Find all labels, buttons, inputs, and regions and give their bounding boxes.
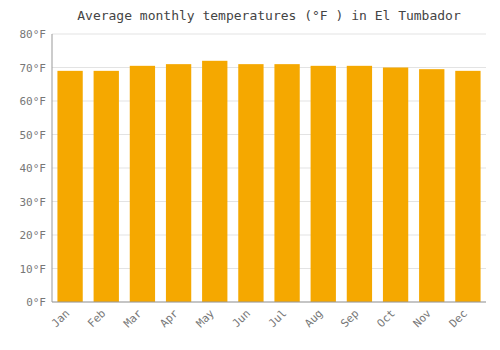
x-axis: Jan Feb Mar Apr May Jun Jul Aug Sep Oct Nov Dec	[49, 307, 470, 331]
x-tick-label: Apr	[157, 307, 181, 331]
bar	[238, 64, 263, 302]
bar	[311, 66, 336, 302]
title: Average monthly temperatures (°F ) in El…	[77, 8, 461, 23]
bar	[419, 69, 444, 302]
grid-line	[52, 34, 486, 35]
grid-line	[52, 302, 486, 303]
x-tick-label: Dec	[447, 307, 470, 330]
chart-container: Average monthly temperatures (°F ) in El…	[0, 0, 500, 350]
grid	[52, 34, 486, 302]
y-tick-label: 20°F	[20, 229, 47, 242]
x-tick-label: Aug	[302, 307, 325, 330]
x-tick-label: Jun	[230, 307, 253, 330]
x-tick-label: Oct	[374, 307, 397, 330]
bar	[130, 66, 155, 302]
x-tick-label: Sep	[338, 307, 361, 330]
y-tick-label: 30°F	[20, 196, 47, 209]
bars	[57, 61, 480, 302]
bar	[57, 71, 82, 302]
bar	[274, 64, 299, 302]
bar	[347, 66, 372, 302]
x-tick-label: Mar	[121, 307, 145, 331]
y-tick-label: 10°F	[20, 263, 47, 276]
chart-svg: Average monthly temperatures (°F ) in El…	[0, 0, 500, 350]
y-tick-label: 60°F	[20, 95, 47, 108]
x-tick-label: Jan	[49, 307, 72, 330]
bar	[455, 71, 480, 302]
x-tick-label: Feb	[85, 307, 108, 330]
grid-line	[52, 67, 486, 68]
y-tick-label: 0°F	[26, 296, 46, 309]
bar	[94, 71, 119, 302]
y-axis: 0°F 10°F 20°F 30°F 40°F 50°F 60°F 70°F 80°F	[20, 28, 47, 309]
bar	[383, 68, 408, 303]
y-tick-label: 50°F	[20, 129, 47, 142]
y-tick-label: 40°F	[20, 162, 47, 175]
x-axis-line	[52, 302, 486, 303]
y-tick-label: 70°F	[20, 62, 47, 75]
x-tick-label: May	[194, 307, 218, 331]
y-axis-line	[52, 34, 53, 302]
bar	[202, 61, 227, 302]
x-tick-label: Jul	[266, 307, 289, 330]
y-tick-label: 80°F	[20, 28, 47, 41]
x-tick-label: Nov	[411, 307, 435, 331]
bar	[166, 64, 191, 302]
